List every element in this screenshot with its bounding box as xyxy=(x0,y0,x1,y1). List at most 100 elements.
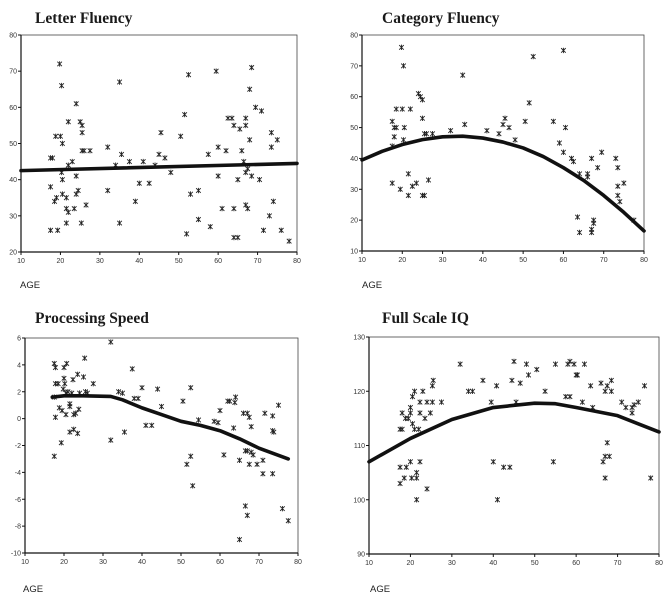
data-point xyxy=(63,411,69,418)
data-point xyxy=(488,399,494,405)
data-point xyxy=(231,205,237,212)
data-point xyxy=(231,234,237,241)
chart-panel: Processing Speed -10 -8 -6 -4 -2 0 2 4 6 10 20 30 40 5… xyxy=(11,310,302,595)
data-point xyxy=(73,173,79,179)
data-point xyxy=(414,497,420,503)
data-point xyxy=(556,140,563,146)
data-point xyxy=(47,227,54,233)
data-point xyxy=(595,164,601,171)
x-tick-label: 10 xyxy=(21,559,29,566)
data-point xyxy=(621,180,627,186)
data-point xyxy=(69,158,75,165)
data-point xyxy=(266,213,273,219)
data-point xyxy=(615,183,621,189)
data-point xyxy=(423,131,430,137)
data-point xyxy=(526,100,532,106)
data-point xyxy=(82,355,88,361)
data-point xyxy=(411,388,418,394)
data-point xyxy=(81,148,87,154)
data-point xyxy=(405,171,411,177)
data-point xyxy=(399,106,405,112)
data-point xyxy=(606,453,612,460)
data-point xyxy=(419,115,426,122)
x-tick-label: 80 xyxy=(294,559,302,566)
data-point xyxy=(274,137,280,143)
data-point xyxy=(215,173,221,179)
x-tick-label: 10 xyxy=(358,257,366,264)
data-point xyxy=(248,423,254,430)
data-point xyxy=(231,425,237,431)
data-point xyxy=(65,389,71,395)
data-point xyxy=(511,358,517,365)
data-point xyxy=(512,137,518,143)
x-tick-label: 50 xyxy=(177,559,185,566)
data-point xyxy=(417,459,423,465)
x-tick-label: 70 xyxy=(255,559,263,566)
data-point xyxy=(108,437,114,443)
y-tick-label: 110 xyxy=(354,443,365,450)
data-point xyxy=(55,227,61,233)
y-tick-label: 50 xyxy=(350,125,358,132)
data-point xyxy=(260,457,266,463)
data-point xyxy=(79,122,85,129)
y-tick-label: 90 xyxy=(357,552,365,559)
data-point xyxy=(550,118,556,125)
chart-title: Full Scale IQ xyxy=(382,310,469,327)
data-point xyxy=(58,82,65,89)
data-point xyxy=(188,453,194,459)
data-point xyxy=(211,418,217,425)
data-point xyxy=(409,475,415,481)
data-point xyxy=(63,220,69,226)
y-tick-label: 70 xyxy=(9,69,17,76)
data-point xyxy=(119,390,126,396)
data-point xyxy=(270,413,276,419)
data-point xyxy=(579,399,585,405)
data-point xyxy=(221,452,227,458)
data-point xyxy=(223,148,229,154)
data-point xyxy=(245,166,251,172)
x-tick-label: 30 xyxy=(99,559,107,566)
data-point xyxy=(158,129,164,136)
data-point xyxy=(602,388,608,394)
data-point xyxy=(260,227,267,233)
x-axis-label: AGE xyxy=(20,280,40,291)
data-point xyxy=(407,410,414,416)
data-point xyxy=(629,410,635,416)
data-point xyxy=(530,53,536,60)
data-point xyxy=(71,205,77,212)
data-point xyxy=(195,417,202,423)
data-point xyxy=(215,419,221,426)
data-point xyxy=(268,144,274,150)
data-point xyxy=(205,151,211,158)
data-point xyxy=(270,471,276,477)
x-tick-label: 20 xyxy=(60,559,68,566)
data-point xyxy=(584,174,591,180)
x-axis-label: AGE xyxy=(362,280,382,291)
data-point xyxy=(507,464,513,470)
data-point xyxy=(286,238,292,244)
data-point xyxy=(560,149,567,155)
data-point xyxy=(407,106,413,112)
data-point xyxy=(187,191,194,197)
data-point xyxy=(184,461,190,468)
chart-title: Category Fluency xyxy=(382,10,500,27)
data-point xyxy=(51,453,57,459)
data-point xyxy=(227,398,233,404)
data-point xyxy=(62,380,68,387)
data-point xyxy=(129,366,135,372)
data-point xyxy=(78,220,84,226)
data-point xyxy=(61,364,67,371)
data-point xyxy=(58,440,64,446)
data-point xyxy=(602,475,608,481)
data-point xyxy=(493,383,500,389)
data-point xyxy=(245,205,251,212)
y-tick-label: 80 xyxy=(9,33,17,40)
x-tick-label: 10 xyxy=(365,560,373,567)
data-point xyxy=(567,358,573,365)
data-point xyxy=(409,393,416,400)
data-point xyxy=(247,137,253,143)
data-point xyxy=(235,176,241,183)
data-point xyxy=(604,440,610,446)
fit-curve xyxy=(360,134,646,233)
